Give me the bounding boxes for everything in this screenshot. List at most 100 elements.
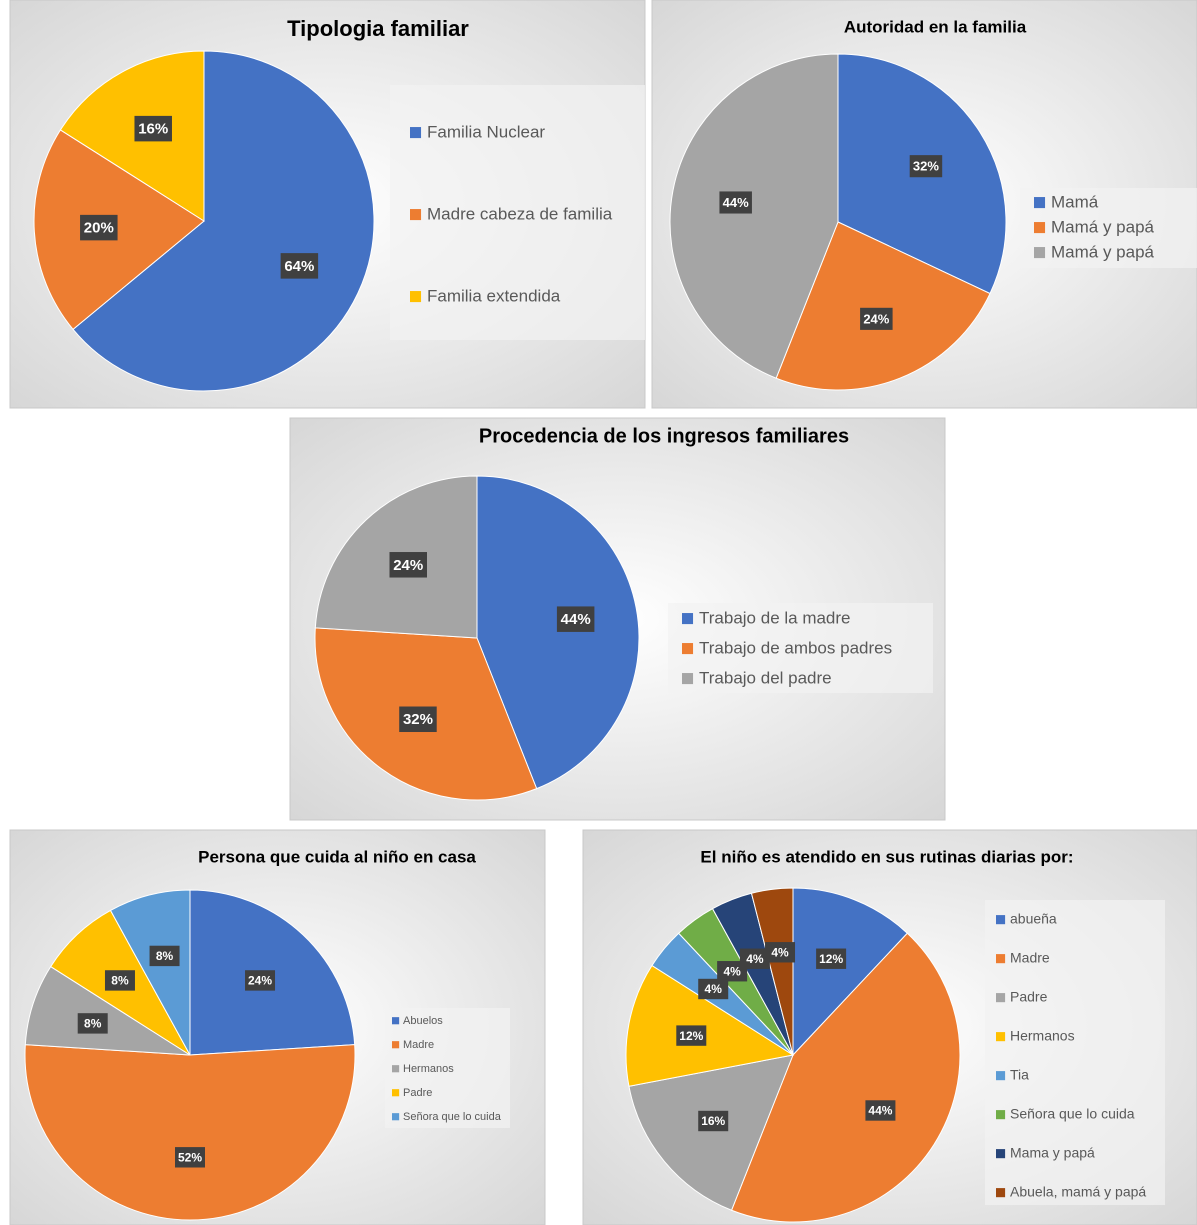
- data-label: 64%: [284, 258, 314, 275]
- data-label-box: [77, 1013, 108, 1034]
- data-label-box: [816, 948, 847, 969]
- pie-slice: [750, 887, 794, 1056]
- pie-slice: [730, 932, 961, 1223]
- data-label: 52%: [178, 1150, 202, 1164]
- pie-slice: [72, 50, 375, 392]
- data-label-box: [149, 945, 180, 967]
- legend-swatch: [1034, 222, 1046, 234]
- data-label-box: [717, 961, 748, 982]
- data-label: 4%: [723, 964, 741, 978]
- pie-slice: [59, 50, 205, 222]
- data-label: 24%: [248, 974, 272, 988]
- legend-label: Señora que lo cuida: [1010, 1106, 1135, 1122]
- legend-label: Hermanos: [1010, 1028, 1075, 1044]
- data-label: 4%: [705, 982, 723, 996]
- data-label-box: [556, 606, 595, 632]
- pie-slice: [24, 1044, 356, 1221]
- data-label-box: [698, 978, 729, 1000]
- data-label: 4%: [771, 945, 789, 959]
- data-label: 12%: [679, 1029, 703, 1043]
- legend-swatch: [392, 1113, 400, 1121]
- data-label-box: [80, 214, 118, 241]
- pie-slice: [109, 889, 191, 1056]
- data-label: 4%: [746, 952, 764, 966]
- legend-background: [390, 85, 645, 340]
- data-label: 8%: [111, 974, 129, 988]
- data-label: 12%: [819, 952, 843, 966]
- legend-swatch: [996, 915, 1006, 925]
- legend-label: Abuela, mamá y papá: [1010, 1184, 1146, 1200]
- data-label-box: [134, 115, 172, 142]
- data-label: 44%: [561, 611, 591, 628]
- legend-label: Trabajo del padre: [699, 668, 832, 687]
- pie-slice: [628, 1054, 794, 1211]
- legend-label: Madre: [403, 1039, 434, 1051]
- data-label-box: [104, 970, 135, 991]
- pie-slice: [625, 964, 795, 1087]
- data-label: 8%: [84, 1017, 102, 1031]
- data-label-box: [399, 706, 437, 733]
- legend-swatch: [996, 1188, 1006, 1198]
- chart-title: Persona que cuida al niño en casa: [198, 847, 476, 866]
- pie-slice: [669, 53, 839, 379]
- legend-label: Hermanos: [403, 1063, 454, 1075]
- chart-title: El niño es atendido en sus rutinas diari…: [700, 847, 1073, 866]
- legend-label: Mamá: [1051, 192, 1099, 211]
- legend-swatch: [996, 1110, 1006, 1120]
- legend-background: [668, 603, 933, 693]
- data-label: 8%: [156, 949, 174, 963]
- data-label-box: [719, 191, 752, 214]
- legend-label: Familia Nuclear: [427, 122, 545, 141]
- legend-label: Mama y papá: [1010, 1145, 1095, 1161]
- chart-title: Procedencia de los ingresos familiares: [479, 425, 849, 447]
- legend-label: Tia: [1010, 1067, 1029, 1083]
- legend-swatch: [996, 993, 1006, 1003]
- legend-label: Trabajo de la madre: [699, 608, 851, 627]
- legend-label: Familia extendida: [427, 286, 561, 305]
- data-label-box: [909, 155, 943, 178]
- legend-label: Señora que lo cuida: [403, 1111, 502, 1123]
- legend-background: [1020, 188, 1197, 268]
- data-label: 16%: [701, 1114, 725, 1128]
- data-label: 20%: [84, 220, 114, 237]
- legend-label: Madre: [1010, 950, 1050, 966]
- legend-swatch: [392, 1041, 400, 1049]
- legend-swatch: [682, 643, 694, 655]
- legend-swatch: [392, 1089, 400, 1097]
- data-label: 32%: [913, 159, 939, 174]
- data-label-box: [698, 1110, 729, 1132]
- legend-swatch: [410, 209, 422, 221]
- pie-slice: [33, 129, 205, 331]
- pie-slice: [476, 475, 640, 790]
- legend-label: Trabajo de ambos padres: [699, 638, 892, 657]
- legend-swatch: [996, 1032, 1006, 1042]
- data-label-box: [765, 942, 796, 963]
- legend-label: Padre: [403, 1087, 432, 1099]
- data-label-box: [739, 948, 770, 969]
- legend-label: Madre cabeza de familia: [427, 204, 613, 223]
- data-label: 44%: [868, 1104, 892, 1118]
- legend-swatch: [410, 291, 422, 303]
- data-label-box: [245, 970, 276, 991]
- legend-swatch: [392, 1065, 400, 1073]
- legend-swatch: [682, 673, 694, 685]
- data-label-box: [280, 253, 319, 279]
- legend-background: [385, 1008, 510, 1128]
- data-label-box: [676, 1025, 707, 1046]
- legend-label: abueña: [1010, 911, 1057, 927]
- legend-swatch: [392, 1017, 400, 1025]
- data-label-box: [860, 307, 893, 330]
- data-label-box: [175, 1147, 205, 1168]
- chart-title: Autoridad en la familia: [844, 17, 1027, 36]
- legend-background: [985, 900, 1165, 1205]
- data-label: 32%: [403, 711, 433, 728]
- data-label: 44%: [723, 195, 749, 210]
- legend-swatch: [1034, 247, 1046, 259]
- pie-slice: [775, 221, 991, 391]
- legend-swatch: [682, 613, 694, 625]
- legend-label: Mamá y papá: [1051, 242, 1155, 261]
- legend-label: Mamá y papá: [1051, 217, 1155, 236]
- legend-swatch: [996, 1149, 1006, 1159]
- legend-label: Padre: [1010, 989, 1048, 1005]
